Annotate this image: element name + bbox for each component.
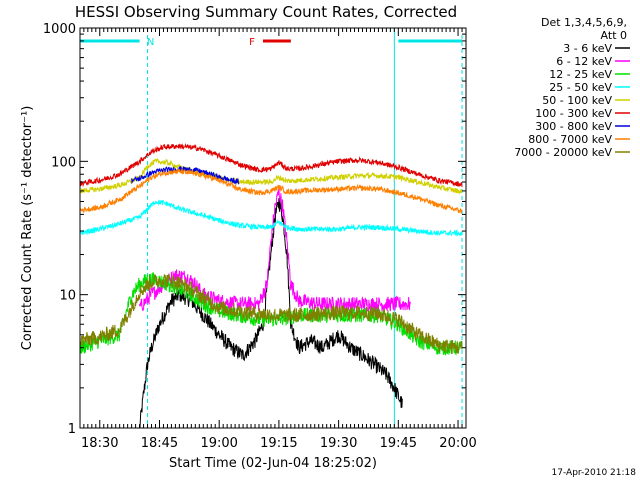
legend-label: 300 - 800 keV	[535, 120, 612, 133]
series-7000-20000-kev	[79, 273, 463, 355]
legend-header: Det 1,3,4,5,6,9,	[541, 16, 627, 29]
series-800-7000-kev	[79, 168, 463, 214]
legend-label: 3 - 6 keV	[563, 42, 612, 55]
legend-label: 100 - 300 keV	[535, 107, 612, 120]
series-6-12-kev	[139, 186, 411, 313]
series-100-300-kev	[79, 142, 463, 188]
y-tick-label: 10	[59, 289, 76, 304]
x-axis: 18:30 18:45 19:00 19:15 19:30 19:45 20:00	[81, 28, 477, 451]
x-axis-label: Start Time (02-Jun-04 18:25:02)	[169, 456, 377, 471]
series-layer	[79, 142, 463, 428]
legend-label: 7000 - 20000 keV	[514, 146, 612, 159]
annotation-night: N	[80, 37, 463, 48]
legend-label: 6 - 12 keV	[556, 55, 612, 68]
footer-date: 17-Apr-2010 21:18	[552, 468, 637, 478]
series-300-800-kev	[131, 166, 240, 185]
x-tick-label: 19:30	[320, 436, 357, 451]
series-50-100-kev	[79, 157, 463, 194]
legend-label: 12 - 25 keV	[549, 68, 612, 81]
legend-label: 50 - 100 keV	[542, 94, 612, 107]
y-axis-label: Corrected Count Rate (s⁻¹ detector⁻¹)	[20, 106, 35, 351]
x-tick-label: 18:30	[81, 436, 118, 451]
x-tick-label: 18:45	[141, 436, 178, 451]
y-axis: 1 10 100 1000	[43, 22, 466, 437]
annotation-flare: F	[249, 37, 291, 48]
legend-label: 25 - 50 keV	[549, 81, 612, 94]
chart-title: HESSI Observing Summary Count Rates, Cor…	[75, 3, 457, 21]
x-tick-label: 19:15	[260, 436, 297, 451]
x-tick-label: 20:00	[439, 436, 476, 451]
legend-label: 800 - 7000 keV	[528, 133, 612, 146]
y-tick-label: 1	[68, 422, 76, 437]
series-3-6-kev	[139, 198, 403, 428]
series-25-50-kev	[79, 199, 463, 237]
legend-header: Att 0	[601, 29, 627, 42]
y-tick-label: 100	[51, 155, 76, 170]
annotation-label: F	[249, 37, 255, 48]
annotation-label: N	[147, 37, 154, 48]
x-tick-label: 19:45	[380, 436, 417, 451]
y-tick-label: 1000	[43, 22, 76, 37]
x-tick-label: 19:00	[200, 436, 237, 451]
plot-frame	[79, 27, 467, 429]
